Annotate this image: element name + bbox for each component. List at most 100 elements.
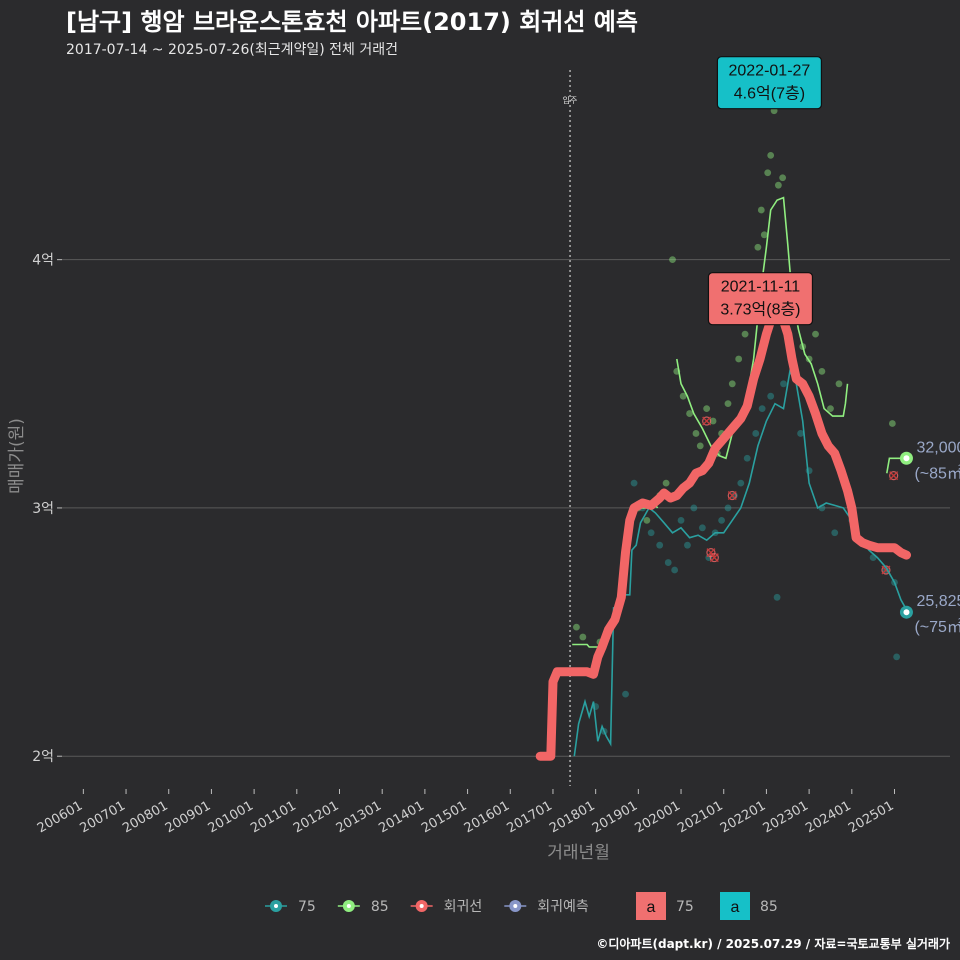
scatter-point-85 xyxy=(728,380,736,388)
scatter-point-75 xyxy=(718,516,725,524)
callout-date: 2021-11-11 xyxy=(721,279,801,296)
callout-price: 3.73억(8층) xyxy=(720,301,800,319)
x-tick-label: 200801 xyxy=(120,798,170,836)
x-axis-label: 거래년월 xyxy=(547,843,610,863)
scatter-point-75 xyxy=(622,690,629,698)
legend-label: 회귀선 xyxy=(444,899,483,915)
endpoint-area-75: (~75㎡) xyxy=(914,618,960,636)
y-tick-label: 3억 xyxy=(32,501,54,517)
scatter-point-85 xyxy=(724,400,732,408)
legend-label-key-glyph: a xyxy=(647,899,656,916)
scatter-point-85 xyxy=(827,405,834,413)
scatter-point-85 xyxy=(686,410,693,417)
scatter-point-85 xyxy=(696,442,704,450)
scatter-point-85 xyxy=(735,355,743,363)
x-axis: 2006012007012008012009012010012011012012… xyxy=(35,789,897,863)
scatter-point-75 xyxy=(664,559,672,566)
x-tick-label: 200901 xyxy=(163,798,213,836)
y-tick-label: 2억 xyxy=(32,749,54,765)
scatter-point-85 xyxy=(662,479,670,487)
endpoint-area-85: (~85㎡) xyxy=(914,464,960,482)
regression-point-x xyxy=(709,553,719,563)
regression-point xyxy=(702,416,712,426)
regression-point xyxy=(709,552,719,563)
chart-title: [남구] 행암 브라운스톤효천 아파트(2017) 회귀선 예측 xyxy=(66,8,638,36)
callout-box xyxy=(707,272,814,326)
legend-label: 회귀예측 xyxy=(537,899,589,915)
scatter-point-75 xyxy=(743,454,751,462)
scatter-point-75 xyxy=(797,430,804,437)
scatter-point-75 xyxy=(805,467,813,475)
scatter-point-85 xyxy=(760,231,768,239)
scatter-point-75 xyxy=(773,593,781,601)
x-tick-label: 202201 xyxy=(718,798,768,836)
scatter-point-75 xyxy=(767,392,775,400)
regression-point-x xyxy=(706,548,716,558)
x-tick-label: 201601 xyxy=(462,798,512,836)
scatter-point-85 xyxy=(767,151,775,159)
scatter-point-85 xyxy=(757,206,765,214)
scatter-point-85 xyxy=(754,243,762,251)
legend-label: 85 xyxy=(371,899,389,915)
legend-label-key xyxy=(636,892,666,920)
x-tick-label: 201801 xyxy=(547,798,597,836)
x-tick-label: 202101 xyxy=(675,798,725,836)
regression-point xyxy=(727,490,737,501)
scatter-point-75 xyxy=(671,566,679,574)
scatter-point-75 xyxy=(677,516,685,524)
x-tick-label: 201901 xyxy=(590,798,640,836)
x-tick-label: 201301 xyxy=(334,798,384,836)
chart-subtitle: 2017-07-14 ~ 2025-07-26(최근계약일) 전체 거래건 xyxy=(66,42,398,58)
legend-key-core xyxy=(513,904,518,908)
legend-label-key xyxy=(720,892,750,920)
scatter-point-75 xyxy=(893,653,901,661)
scatter-point-85 xyxy=(643,516,651,524)
legend-key-core xyxy=(274,904,278,908)
legend-label-key-glyph: a xyxy=(731,899,740,916)
regression-point-x xyxy=(702,416,712,426)
scatter-point-85 xyxy=(812,330,819,338)
series-75-line xyxy=(573,368,908,757)
endpoint-value-85: 32,000 xyxy=(916,439,960,456)
scatter-point-75 xyxy=(724,504,732,512)
endpoint-value-75: 25,825 xyxy=(916,593,960,610)
legend-label: 75 xyxy=(676,899,694,915)
scatter-point-85 xyxy=(888,420,896,427)
scatter-point-75 xyxy=(758,405,766,413)
scatter-point-75 xyxy=(737,479,745,487)
scatter-point-75 xyxy=(656,541,664,549)
scatter-point-85 xyxy=(573,623,580,631)
x-tick-label: 201501 xyxy=(419,798,469,836)
scatter-point-85 xyxy=(579,633,587,641)
legend-key-core xyxy=(346,904,351,908)
scatter-point-75 xyxy=(647,529,655,537)
scatter-point-75 xyxy=(780,380,787,388)
scatter-point-85 xyxy=(709,417,717,425)
scatter-point-75 xyxy=(630,479,638,487)
scatter-point-75 xyxy=(698,524,706,532)
regression-line xyxy=(535,297,911,761)
regression-point xyxy=(889,471,899,481)
scatter-point-85 xyxy=(703,405,711,413)
y-axis-label: 매매가(원) xyxy=(7,418,27,494)
scatter-point-85 xyxy=(741,330,749,338)
x-tick-label: 201101 xyxy=(248,798,298,836)
x-tick-label: 202501 xyxy=(846,798,896,836)
callout-date: 2022-01-27 xyxy=(728,63,810,80)
scatter-point-85 xyxy=(669,256,676,264)
scatter-point-75 xyxy=(684,541,691,549)
scatter-point-85 xyxy=(679,392,687,400)
footer-credit: ©디아파트(dapt.kr) / 2025.07.29 / 자료=국토교통부 실… xyxy=(596,936,950,951)
y-tick-label: 4억 xyxy=(32,253,54,269)
scatter-point-75 xyxy=(752,430,760,437)
x-tick-label: 201701 xyxy=(504,798,554,836)
x-tick-label: 202401 xyxy=(803,798,853,836)
endpoint-marker-core-75 xyxy=(903,609,910,616)
scatter-point-85 xyxy=(764,169,772,177)
gridlines xyxy=(62,259,950,757)
x-tick-label: 200601 xyxy=(35,798,85,836)
callout-labels: 2021-11-11 3.73억(8층) 2022-01-27 4.6억(7층) xyxy=(707,56,823,326)
legend: 75 85 회귀선 회귀예측 a 75 a 85 xyxy=(265,892,778,920)
